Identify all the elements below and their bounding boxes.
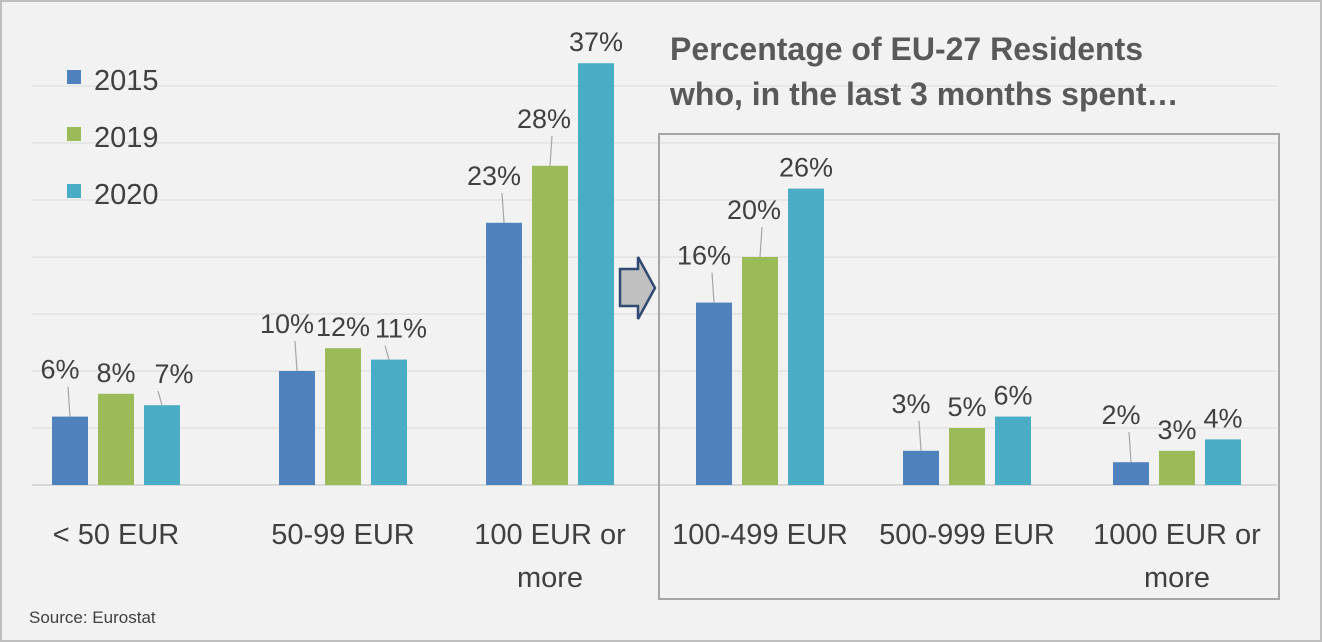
breakdown-panel [618,133,1280,600]
data-label-2019-4: 5% [947,392,986,422]
x-tick-label-2: 100 EUR or [474,519,626,551]
bar-2019-2 [532,165,568,486]
data-label-2015-2: 23% [467,161,521,191]
data-label-2020-5: 4% [1203,403,1242,433]
data-label-2015-1: 10% [260,309,314,339]
x-tick-label-5: more [1144,562,1210,594]
bar-2015-5 [1113,462,1149,485]
chart-title-line: who, in the last 3 months spent… [669,76,1178,112]
data-label-2020-0: 7% [154,359,193,389]
data-label-2019-5: 3% [1157,415,1196,445]
x-tick-label-4: 500-999 EUR [879,519,1055,551]
bar-2019-5 [1159,450,1195,485]
data-label-2015-0: 6% [40,355,79,385]
bar-2020-5 [1205,439,1241,485]
legend-swatch-2019 [67,127,81,141]
leader-line [384,345,390,360]
data-label-2020-3: 26% [779,153,833,183]
chart-title: Percentage of EU-27 Residents who, in the… [669,31,1178,112]
x-tick-label-0: < 50 EUR [53,519,180,551]
bars-group [52,63,1241,486]
x-tick-label-1: 50-99 EUR [271,519,414,551]
leader-line [1128,432,1132,463]
bar-2015-3 [696,302,732,485]
legend-label-2020: 2020 [94,179,159,211]
data-label-2019-1: 12% [316,312,370,342]
leader-line [501,192,505,223]
x-axis-labels: < 50 EUR 50-99 EUR 100 EUR or more 100-499 E… [53,519,1261,594]
data-label-2015-5: 2% [1101,400,1140,430]
legend-swatch-2020 [67,184,81,198]
bar-2015-0 [52,416,88,485]
leader-line [157,391,163,406]
leader-line [294,340,298,372]
x-tick-label-3: 100-499 EUR [672,519,848,551]
legend-label-2015: 2015 [94,65,159,97]
bar-2019-3 [742,257,778,485]
legend-label-2019: 2019 [94,122,159,154]
bar-2015-2 [486,222,522,486]
bar-2019-0 [98,393,134,485]
leader-line [711,272,715,303]
data-label-2015-4: 3% [891,389,930,419]
legend-swatch-2015 [67,70,81,84]
data-label-2019-0: 8% [96,358,135,388]
bar-2019-1 [325,348,361,485]
data-label-2019-3: 20% [727,195,781,225]
x-tick-label-5: 1000 EUR or [1093,519,1261,551]
bar-2015-4 [903,450,939,485]
data-labels: 6% 10% 23% 16% 3% 2% 8% 12% 28% 20% 5% 3% 7% 11% 37% 26… [40,27,1242,445]
data-label-2020-1: 11% [375,314,427,344]
bar-2020-3 [788,188,824,485]
data-label-2015-3: 16% [677,241,731,271]
bar-2020-0 [144,405,180,485]
data-label-2020-2: 37% [569,27,623,57]
data-label-2020-4: 6% [993,381,1032,411]
leader-lines [67,135,1132,463]
bar-2020-1 [371,359,407,485]
leader-line [759,226,763,258]
leader-line [67,386,71,417]
source-note: Source: Eurostat [29,608,156,627]
legend: 2015 2019 2020 [67,65,159,211]
bar-2020-2 [578,63,614,485]
chart-title-line: Percentage of EU-27 Residents [670,31,1143,67]
bar-2019-4 [949,428,985,485]
bar-2015-1 [279,371,315,485]
bar-2020-4 [995,416,1031,485]
breakdown-box [658,133,1280,600]
gridlines [32,85,1277,486]
x-tick-label-2: more [517,562,583,594]
arrow-right-icon [618,256,657,320]
leader-line [918,420,922,451]
leader-line [549,135,553,166]
data-label-2019-2: 28% [517,104,571,134]
